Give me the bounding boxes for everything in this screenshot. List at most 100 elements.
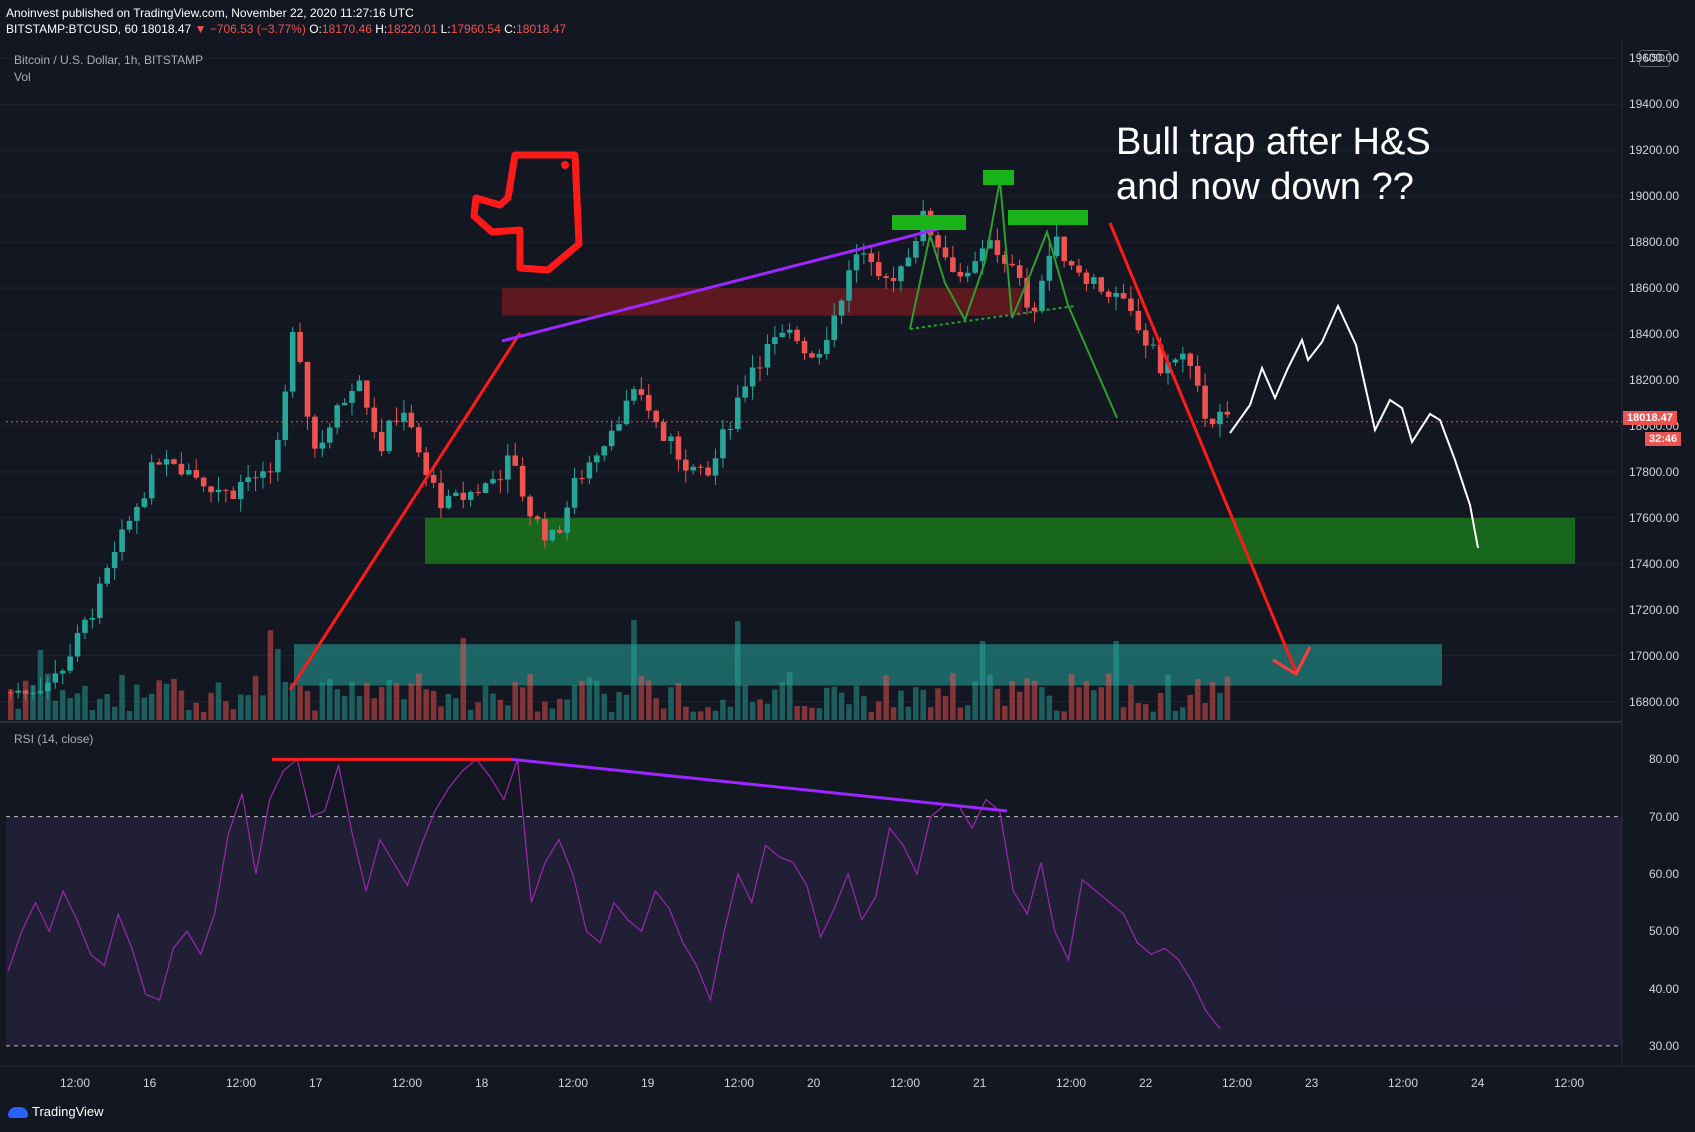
countdown-tag: 32:46: [1645, 432, 1682, 446]
candle-body: [846, 270, 852, 301]
volume-bar: [52, 700, 59, 720]
volume-bar: [935, 688, 941, 720]
volume-bar: [824, 687, 830, 720]
candle-body: [416, 427, 422, 453]
candle-body: [393, 420, 400, 422]
volume-bar: [1135, 703, 1142, 720]
volume-bar: [727, 706, 734, 720]
candle-body: [913, 241, 919, 258]
candle-body: [475, 492, 481, 494]
volume-bar: [920, 689, 926, 720]
candle-body: [1172, 359, 1179, 363]
candle-body: [601, 446, 608, 456]
volume-bar: [957, 707, 964, 720]
candle-body: [74, 632, 81, 657]
candle-body: [82, 619, 88, 633]
candle-body: [59, 670, 66, 674]
candle-body: [8, 692, 14, 694]
volume-bar: [1046, 695, 1053, 720]
volume-bar: [994, 688, 1001, 720]
volume-bar: [1091, 690, 1097, 720]
candle-body: [764, 344, 771, 368]
candle-body: [898, 266, 904, 282]
volume-bar: [757, 699, 763, 720]
volume-bar: [416, 673, 422, 720]
volume-bar: [772, 689, 778, 720]
volume-bar: [831, 686, 837, 720]
currency-badge[interactable]: USD: [1639, 50, 1671, 67]
volume-bar: [297, 685, 303, 720]
volume-bar: [779, 682, 786, 720]
candle-body: [824, 339, 830, 354]
volume-bar: [111, 706, 118, 720]
time-tick: 12:00: [1222, 1076, 1253, 1090]
candle-body: [193, 470, 200, 478]
candle-body: [15, 690, 21, 693]
candle-body: [319, 442, 326, 449]
volume-bar: [653, 698, 659, 720]
candle-body: [430, 474, 437, 483]
candle-body: [794, 329, 800, 342]
candle-body: [22, 690, 29, 694]
volume-bar: [289, 683, 296, 720]
publisher-text: Anoinvest published on TradingView.com, …: [6, 6, 414, 20]
volume-bar: [594, 680, 600, 720]
close-label: C:: [504, 22, 517, 36]
volume-label[interactable]: Vol: [14, 70, 31, 84]
time-tick: 19: [641, 1076, 655, 1090]
volume-bar: [579, 680, 585, 720]
volume-bar: [675, 683, 682, 720]
time-tick: 12:00: [724, 1076, 755, 1090]
candle-body: [245, 477, 251, 483]
rsi-label[interactable]: RSI (14, close): [14, 732, 94, 746]
pane-title[interactable]: Bitcoin / U.S. Dollar, 1h, BITSTAMP: [14, 53, 204, 67]
candle-body: [260, 471, 266, 478]
open-label: O:: [309, 22, 322, 36]
volume-bar: [312, 710, 318, 720]
candle-body: [742, 386, 748, 398]
candle-body: [200, 477, 207, 487]
tradingview-logo[interactable]: TradingView: [8, 1104, 104, 1119]
price-tick: 18400.00: [1628, 327, 1679, 342]
candle-body: [831, 315, 837, 340]
candle-body: [1024, 277, 1030, 308]
candle-body: [223, 489, 229, 491]
candle-body: [438, 482, 444, 509]
volume-bar: [712, 710, 719, 720]
candle-body: [156, 462, 162, 465]
volume-bar: [616, 692, 622, 720]
volume-bar: [1083, 681, 1090, 720]
support-zone-green: [425, 517, 1575, 564]
time-tick: 12:00: [1388, 1076, 1419, 1090]
candle-body: [1105, 291, 1112, 297]
candle-body: [371, 407, 378, 432]
candle-body: [67, 656, 73, 671]
candle-body: [1098, 277, 1105, 292]
ohlc-line: BITSTAMP:BTCUSD, 60 18018.47 ▼ −706.53 (…: [6, 22, 566, 36]
candle-body: [690, 466, 697, 471]
volume-bar: [82, 685, 88, 720]
candle-body: [631, 389, 637, 401]
volume-bar: [905, 706, 912, 720]
volume-bar: [660, 708, 667, 720]
candle-body: [1061, 236, 1067, 262]
trend-line-red: [288, 332, 522, 691]
candle-body: [1150, 344, 1156, 346]
volume-bar: [1068, 673, 1075, 720]
candle-body: [163, 459, 170, 465]
volume-bar: [193, 702, 200, 720]
volume-bar: [1150, 711, 1156, 720]
volume-bar: [786, 672, 793, 720]
candle-body: [111, 551, 118, 569]
candle-body: [594, 455, 600, 463]
candle-body: [237, 482, 244, 500]
candle-body: [638, 389, 645, 395]
volume-bar: [816, 708, 823, 720]
rsi-tick: 70.00: [1648, 809, 1679, 824]
volume-bar: [215, 682, 222, 720]
volume-bar: [326, 678, 333, 720]
candle-body: [334, 405, 340, 428]
candle-body: [675, 436, 682, 460]
candle-body: [964, 272, 971, 277]
